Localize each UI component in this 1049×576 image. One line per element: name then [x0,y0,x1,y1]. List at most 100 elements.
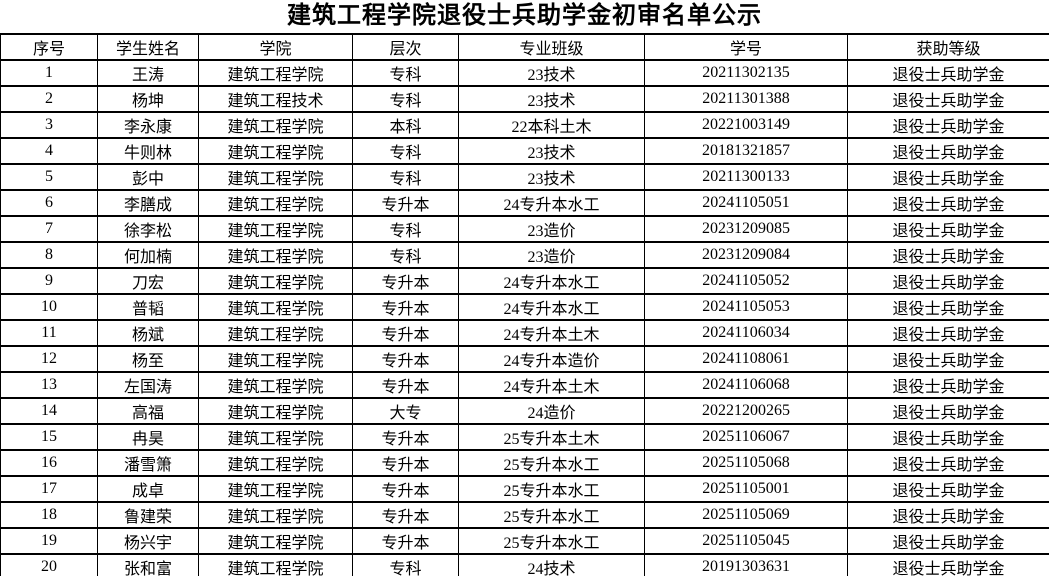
table-cell: 20221200265 [644,397,848,425]
table-cell: 专科 [352,553,459,576]
table-cell: 退役士兵助学金 [847,59,1049,87]
table-cell: 牛则林 [97,137,199,165]
table-cell: 20241106068 [644,371,848,399]
table-cell: 建筑工程学院 [198,449,353,477]
header-cell: 专业班级 [458,33,645,61]
table-header: 序号 学生姓名 学院 层次 专业班级 学号 获助等级 [0,33,1049,61]
table-cell: 退役士兵助学金 [847,345,1049,373]
table-cell: 左国涛 [97,371,199,399]
table-cell: 24专升本土木 [458,371,645,399]
table-cell: 15 [0,423,98,451]
table-row: 17 成卓 建筑工程学院 专升本 25专升本水工 20251105001 退役士兵助学金 [0,475,1049,503]
table-cell: 20211301388 [644,85,848,113]
table-cell: 3 [0,111,98,139]
table-cell: 建筑工程学院 [198,345,353,373]
table-cell: 退役士兵助学金 [847,215,1049,243]
table-cell: 鲁建荣 [97,501,199,529]
table-cell: 4 [0,137,98,165]
table-cell: 退役士兵助学金 [847,189,1049,217]
table-cell: 建筑工程学院 [198,527,353,555]
table-cell: 专升本 [352,475,459,503]
table-cell: 退役士兵助学金 [847,449,1049,477]
table-cell: 10 [0,293,98,321]
table-cell: 退役士兵助学金 [847,163,1049,191]
table-cell: 退役士兵助学金 [847,85,1049,113]
table-cell: 杨坤 [97,85,199,113]
table-row: 8 何加楠 建筑工程学院 专科 23造价 20231209084 退役士兵助学金 [0,241,1049,269]
table-row: 1 王涛 建筑工程学院 专科 23技术 20211302135 退役士兵助学金 [0,59,1049,87]
table-cell: 建筑工程学院 [198,553,353,576]
table-cell: 25专升本水工 [458,501,645,529]
table-cell: 23造价 [458,215,645,243]
table-cell: 退役士兵助学金 [847,553,1049,576]
table-cell: 24造价 [458,397,645,425]
table-cell: 2 [0,85,98,113]
table-cell: 9 [0,267,98,295]
table-header-row: 序号 学生姓名 学院 层次 专业班级 学号 获助等级 [0,33,1049,61]
table-cell: 本科 [352,111,459,139]
table-cell: 专升本 [352,189,459,217]
table-cell: 杨兴宇 [97,527,199,555]
table-cell: 20211302135 [644,59,848,87]
table-cell: 20251105069 [644,501,848,529]
table-cell: 8 [0,241,98,269]
table-cell: 建筑工程学院 [198,267,353,295]
table-body: 1 王涛 建筑工程学院 专科 23技术 20211302135 退役士兵助学金 2 杨坤 建筑工程… [0,59,1049,576]
table-cell: 张和富 [97,553,199,576]
table-row: 4 牛则林 建筑工程学院 专科 23技术 20181321857 退役士兵助学金 [0,137,1049,165]
table-cell: 20191303631 [644,553,848,576]
table-cell: 退役士兵助学金 [847,397,1049,425]
table-cell: 建筑工程学院 [198,59,353,87]
table-row: 5 彭中 建筑工程学院 专科 23技术 20211300133 退役士兵助学金 [0,163,1049,191]
table-row: 18 鲁建荣 建筑工程学院 专升本 25专升本水工 20251105069 退役士兵助学金 [0,501,1049,529]
table-cell: 23技术 [458,59,645,87]
table-cell: 建筑工程学院 [198,111,353,139]
table-cell: 专升本 [352,527,459,555]
table-row: 16 潘雪箫 建筑工程学院 专升本 25专升本水工 20251105068 退役士兵助学金 [0,449,1049,477]
table-cell: 建筑工程学院 [198,319,353,347]
table-row: 15 冉昊 建筑工程学院 专升本 25专升本土木 20251106067 退役士兵助学金 [0,423,1049,451]
table-cell: 专科 [352,163,459,191]
header-cell: 学号 [644,33,848,61]
table-cell: 退役士兵助学金 [847,267,1049,295]
table-cell: 建筑工程学院 [198,163,353,191]
table-cell: 建筑工程学院 [198,501,353,529]
table-cell: 退役士兵助学金 [847,111,1049,139]
table-row: 7 徐李松 建筑工程学院 专科 23造价 20231209085 退役士兵助学金 [0,215,1049,243]
table-row: 10 普韬 建筑工程学院 专升本 24专升本水工 20241105053 退役士兵助学金 [0,293,1049,321]
table-cell: 20221003149 [644,111,848,139]
table-cell: 退役士兵助学金 [847,527,1049,555]
table-cell: 20241105053 [644,293,848,321]
table-cell: 20181321857 [644,137,848,165]
table-cell: 1 [0,59,98,87]
table-row: 6 李膳成 建筑工程学院 专升本 24专升本水工 20241105051 退役士兵助学金 [0,189,1049,217]
table-cell: 大专 [352,397,459,425]
table-cell: 专科 [352,59,459,87]
table-cell: 专升本 [352,423,459,451]
table-cell: 5 [0,163,98,191]
table-row: 12 杨至 建筑工程学院 专升本 24专升本造价 20241108061 退役士兵助学金 [0,345,1049,373]
table-cell: 专升本 [352,501,459,529]
table-row: 13 左国涛 建筑工程学院 专升本 24专升本土木 20241106068 退役士兵助学金 [0,371,1049,399]
table-cell: 刀宏 [97,267,199,295]
table-cell: 潘雪箫 [97,449,199,477]
table-row: 2 杨坤 建筑工程技术 专科 23技术 20211301388 退役士兵助学金 [0,85,1049,113]
table-cell: 专科 [352,241,459,269]
table-cell: 建筑工程学院 [198,241,353,269]
scholarship-table: 序号 学生姓名 学院 层次 专业班级 学号 获助等级 1 王涛 建筑工程学院 专科 23技术 2021… [0,33,1049,576]
table-cell: 建筑工程学院 [198,189,353,217]
header-cell: 层次 [352,33,459,61]
table-cell: 12 [0,345,98,373]
table-cell: 25专升本水工 [458,527,645,555]
table-cell: 14 [0,397,98,425]
table-row: 9 刀宏 建筑工程学院 专升本 24专升本水工 20241105052 退役士兵助学金 [0,267,1049,295]
table-cell: 专升本 [352,345,459,373]
table-cell: 24专升本水工 [458,189,645,217]
table-cell: 20241105052 [644,267,848,295]
table-cell: 20241106034 [644,319,848,347]
table-cell: 20241105051 [644,189,848,217]
table-cell: 专科 [352,137,459,165]
table-cell: 建筑工程学院 [198,293,353,321]
table-row: 19 杨兴宇 建筑工程学院 专升本 25专升本水工 20251105045 退役士兵助学金 [0,527,1049,555]
